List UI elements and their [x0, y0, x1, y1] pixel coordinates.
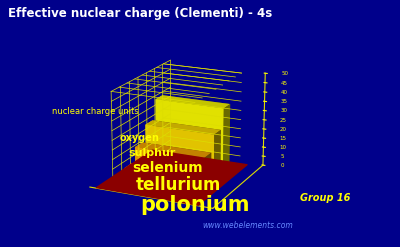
- Text: Effective nuclear charge (Clementi) - 4s: Effective nuclear charge (Clementi) - 4s: [8, 7, 272, 21]
- Text: www.webelements.com: www.webelements.com: [203, 221, 293, 230]
- Text: selenium: selenium: [132, 161, 203, 175]
- Text: polonium: polonium: [140, 195, 250, 215]
- Text: oxygen: oxygen: [120, 133, 160, 143]
- Text: Group 16: Group 16: [300, 193, 350, 203]
- Text: nuclear charge units: nuclear charge units: [52, 107, 139, 116]
- Text: sulphur: sulphur: [128, 148, 175, 158]
- Text: tellurium: tellurium: [136, 176, 221, 194]
